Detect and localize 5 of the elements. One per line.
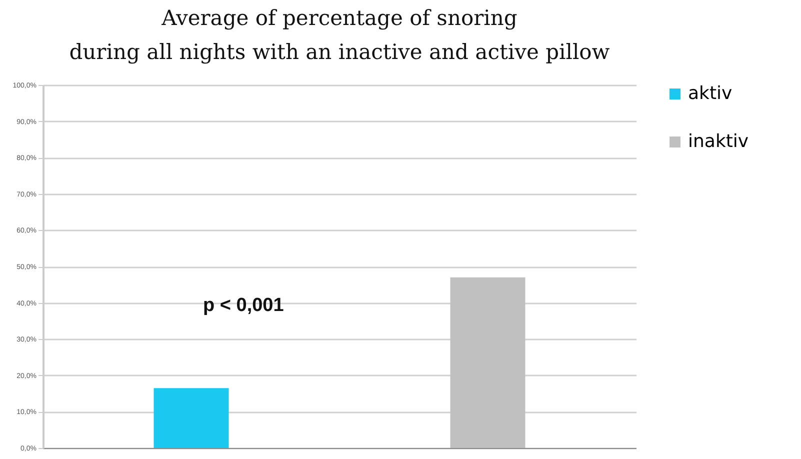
annotation: p < 0,001 <box>203 295 284 316</box>
text: Average of percentage of snoring <box>162 6 518 30</box>
legend-label: inaktiv <box>688 131 749 152</box>
text: during all nights with an inactive and active pillow <box>69 40 610 64</box>
legend-label: aktiv <box>688 83 733 104</box>
